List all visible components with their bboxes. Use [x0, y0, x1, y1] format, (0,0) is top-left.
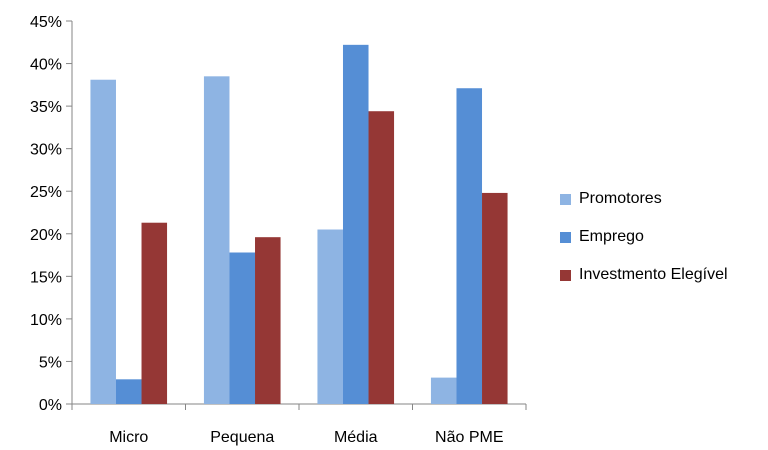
x-tick-label: Não PME	[435, 429, 503, 446]
legend-item-emprego: Emprego	[560, 218, 728, 256]
legend-label-investimento: Investmento Elegível	[579, 266, 728, 283]
y-tick-label: 0%	[39, 397, 62, 414]
legend-swatch-promotores	[560, 193, 571, 205]
legend-label-promotores: Promotores	[579, 190, 662, 207]
y-tick-label: 25%	[30, 184, 62, 201]
bar-promotores-2	[317, 229, 343, 404]
x-tick-label: Micro	[109, 429, 148, 446]
x-axis: Micro Pequena Média Não PME	[71, 403, 527, 446]
y-tick-label: 35%	[30, 99, 62, 116]
y-tick-label: 30%	[30, 142, 62, 159]
bar-investmento-eleg-vel-3	[482, 192, 508, 404]
bar-emprego-0	[115, 379, 142, 404]
legend-swatch-emprego	[560, 231, 571, 243]
y-tick-label: 20%	[30, 227, 62, 244]
bar-investmento-eleg-vel-2	[368, 111, 395, 405]
legend: Promotores Emprego Investmento Elegível	[560, 180, 728, 294]
y-tick-label: 10%	[30, 312, 62, 329]
legend-label-emprego: Emprego	[579, 228, 644, 245]
y-tick-label: 5%	[39, 354, 62, 371]
bar-emprego-3	[456, 88, 483, 404]
bar-emprego-1	[229, 252, 256, 404]
y-tick-label: 15%	[30, 269, 62, 286]
bar-investmento-eleg-vel-1	[255, 237, 281, 404]
bar-promotores-1	[203, 76, 230, 405]
bar-promotores-0	[90, 79, 116, 404]
y-tick-label: 45%	[30, 14, 62, 31]
legend-item-promotores: Promotores	[560, 180, 728, 218]
x-tick-label: Pequena	[210, 429, 274, 446]
legend-item-investimento: Investmento Elegível	[560, 256, 728, 294]
bar-promotores-3	[430, 377, 457, 404]
bar-emprego-2	[342, 44, 369, 404]
bar-investmento-eleg-vel-0	[141, 222, 168, 404]
bars	[90, 44, 508, 405]
y-axis: 0% 5% 10% 15% 20% 25% 30% 35% 40% 45%	[30, 14, 73, 414]
y-tick-label: 40%	[30, 57, 62, 74]
x-tick-label: Média	[334, 429, 378, 446]
legend-swatch-investimento	[560, 269, 571, 281]
